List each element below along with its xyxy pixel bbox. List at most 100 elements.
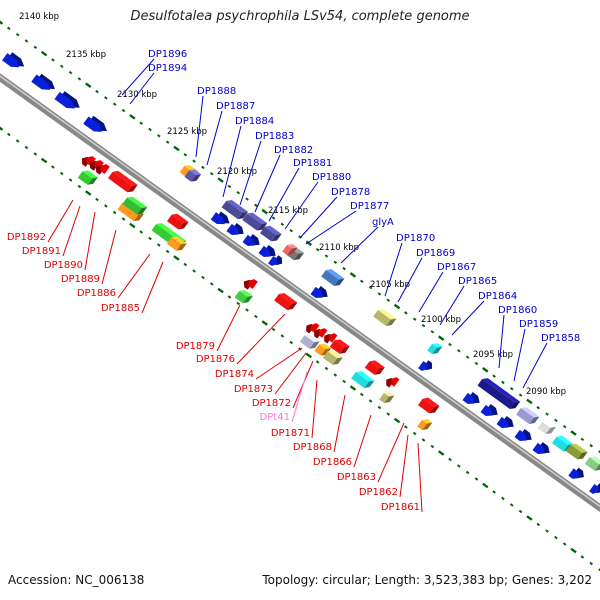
tick-mark: [342, 379, 346, 384]
top-strand-gene: [31, 73, 55, 90]
tick-mark: [157, 243, 161, 247]
tick-mark: [104, 204, 108, 208]
tick-mark: [201, 275, 205, 280]
tick-mark: [183, 262, 188, 267]
bottom-gene-label: DP1868: [293, 442, 332, 453]
bottom-gene-label: DP1862: [359, 487, 398, 498]
tick-mark: [201, 165, 205, 170]
top-gene-label: DP1877: [350, 201, 389, 212]
tick-mark: [598, 568, 600, 572]
tick-mark: [589, 561, 593, 566]
tick-mark: [217, 287, 224, 294]
tick-mark: [465, 470, 470, 475]
tick-mark: [173, 145, 180, 152]
tick-mark: [430, 444, 435, 449]
bottom-gene-label-leader: [62, 205, 81, 257]
tick-mark: [254, 203, 258, 208]
tick-mark: [40, 50, 48, 57]
top-gene-label: DP1864: [478, 291, 517, 302]
tick-mark: [305, 352, 313, 359]
top-gene-label-leader: [129, 72, 155, 105]
tick-mark: [412, 431, 417, 436]
bottom-gene-label: DP1879: [176, 341, 215, 352]
tick-mark: [315, 360, 320, 364]
tick-mark: [368, 399, 373, 403]
top-gene-label: DP1859: [519, 319, 558, 330]
top-gene-label: DP1888: [197, 86, 236, 97]
tick-mark: [562, 425, 567, 429]
tick-mark: [305, 240, 313, 247]
tick-mark: [457, 349, 461, 353]
top-strand-gene: [462, 392, 480, 404]
tick-mark: [448, 342, 452, 347]
tick-mark: [474, 361, 479, 366]
tick-mark: [280, 222, 285, 227]
top-gene-label: DP1878: [331, 187, 370, 198]
tick-mark: [393, 303, 401, 310]
tick-mark: [139, 121, 143, 125]
tick-mark: [165, 140, 170, 144]
tick-mark: [349, 385, 357, 391]
tick-mark: [509, 387, 514, 391]
gene-block: [322, 350, 343, 365]
tick-mark: [121, 108, 126, 113]
scale-label: 2115 kbp: [268, 206, 308, 216]
tick-mark: [492, 490, 496, 494]
gene-block: [274, 293, 298, 310]
tick-mark: [227, 184, 232, 189]
bottom-gene-label-leader: [255, 347, 303, 380]
bottom-gene-label-leader: [216, 304, 241, 352]
tick-mark: [554, 535, 558, 540]
top-gene-label-leader: [513, 328, 526, 382]
map-title: Desulfotalea psychrophila LSv54, complet…: [130, 9, 470, 24]
tick-mark: [545, 529, 549, 533]
tick-mark: [0, 20, 4, 25]
tick-mark: [236, 301, 241, 306]
top-gene-label-leader: [195, 95, 204, 158]
top-gene-label: DP1884: [235, 116, 274, 127]
bottom-gene-label: DP1872: [252, 398, 291, 409]
gene-block: [107, 170, 138, 193]
bottom-gene-label: DP1885: [101, 303, 140, 314]
top-gene-label-leader: [384, 242, 403, 297]
bottom-gene-label: DPt41: [260, 412, 290, 423]
top-gene-label-leader: [284, 181, 319, 230]
backbone-line: [0, 73, 600, 513]
top-gene-label-leader: [340, 226, 379, 264]
tick-mark: [148, 236, 152, 241]
tick-mark: [333, 260, 338, 264]
tick-mark: [437, 450, 445, 456]
gene-features: [2, 52, 600, 494]
tick-mark: [598, 450, 600, 454]
bottom-gene-label-leader: [117, 253, 151, 299]
scale-label: 2110 kbp: [319, 243, 359, 253]
tick-mark: [183, 153, 188, 157]
tick-mark: [359, 392, 364, 397]
tick-mark: [227, 295, 232, 299]
top-strand-gene: [258, 245, 276, 257]
tick-mark: [437, 335, 445, 341]
top-gene-label-leader: [522, 342, 548, 389]
tick-mark: [85, 82, 92, 89]
gene-block: [282, 244, 298, 255]
tick-mark: [271, 327, 276, 332]
gene-block: [477, 378, 521, 409]
gene-block: [584, 456, 600, 471]
gene-block: [221, 200, 249, 220]
tick-mark: [518, 393, 523, 397]
tick-mark: [209, 172, 214, 176]
bottom-strand-gene: [95, 164, 110, 175]
top-gene-label-leader: [222, 125, 242, 198]
tick-mark: [236, 191, 241, 195]
gene-block: [122, 196, 148, 215]
tick-mark: [368, 285, 373, 290]
gene-block: [299, 334, 320, 349]
bottom-gene-label: DP1871: [271, 428, 310, 439]
tick-mark: [448, 457, 452, 462]
tick-mark: [377, 292, 382, 296]
tick-mark: [209, 282, 214, 286]
backbone-highlight: [0, 75, 600, 508]
tick-mark: [148, 127, 152, 132]
top-strand-gene: [589, 483, 600, 494]
